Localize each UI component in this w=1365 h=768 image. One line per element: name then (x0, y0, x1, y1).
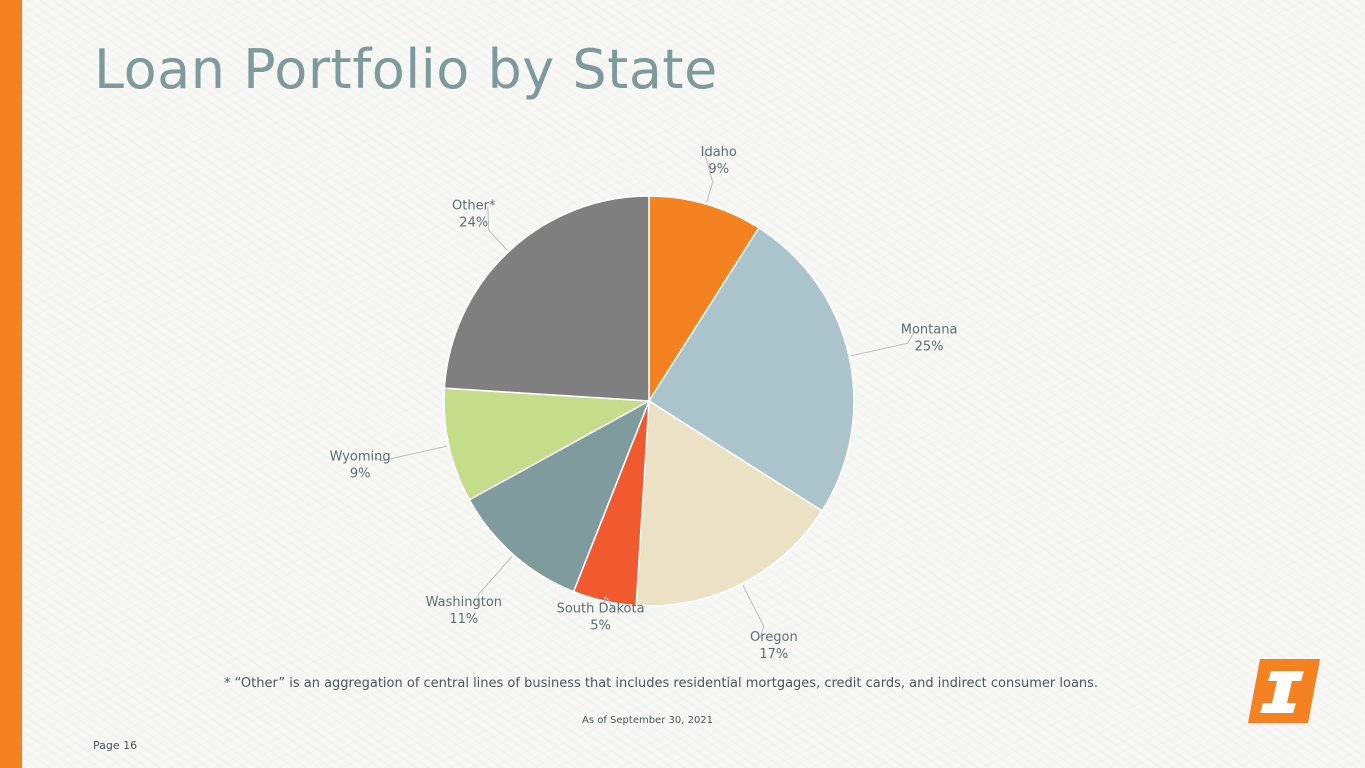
slice-label-other: Other* (452, 198, 496, 213)
company-logo-icon (1248, 659, 1320, 723)
pie-slice-washington (468, 399, 651, 593)
leader-line-montana (850, 330, 916, 357)
footnote: * “Other” is an aggregation of central l… (224, 676, 1099, 691)
slice-label-oregon: Oregon (750, 630, 798, 645)
slice-value-south-dakota: 5% (590, 619, 611, 634)
leader-line-oregon (742, 585, 765, 639)
leader-line-south-dakota (603, 594, 615, 610)
slice-value-washington: 11% (449, 612, 478, 627)
pie-slice-other (443, 195, 650, 402)
as-of-date: As of September 30, 2021 (582, 715, 714, 726)
slice-value-montana: 25% (915, 339, 944, 354)
leader-line-idaho (704, 152, 714, 203)
slice-value-oregon: 17% (759, 647, 788, 662)
leader-line-other (487, 206, 508, 251)
pie-slice-idaho (648, 195, 760, 404)
slice-value-idaho: 9% (708, 162, 729, 177)
accent-bar (0, 0, 22, 768)
slice-label-wyoming: Wyoming (330, 450, 391, 465)
slice-label-south-dakota: South Dakota (557, 602, 645, 617)
pie-slice-wyoming (443, 387, 652, 501)
slice-label-montana: Montana (901, 322, 958, 337)
leader-line-washington (477, 555, 513, 604)
leader-line-wyoming (373, 445, 448, 462)
slice-label-idaho: Idaho (701, 145, 737, 160)
page-number: Page 16 (93, 739, 138, 752)
pie-slice-montana (647, 226, 855, 512)
slice-value-wyoming: 9% (350, 467, 371, 482)
slice-label-washington: Washington (426, 595, 502, 610)
pie-slice-oregon (635, 399, 824, 607)
slice-value-other: 24% (459, 215, 488, 230)
slide-title: Loan Portfolio by State (94, 38, 718, 101)
